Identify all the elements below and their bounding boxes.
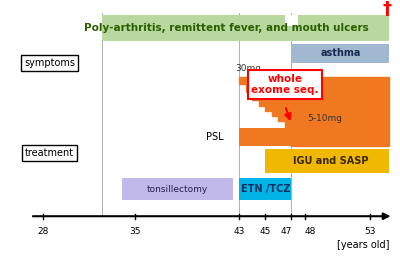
Text: 53: 53 xyxy=(364,227,376,236)
FancyBboxPatch shape xyxy=(239,128,390,146)
Text: tonsillectomy: tonsillectomy xyxy=(146,185,208,194)
Text: 35: 35 xyxy=(129,227,140,236)
FancyBboxPatch shape xyxy=(122,178,233,200)
Text: ETN /TCZ: ETN /TCZ xyxy=(240,184,290,194)
Text: asthma: asthma xyxy=(320,48,361,58)
Text: 43: 43 xyxy=(234,227,245,236)
Text: 28: 28 xyxy=(38,227,49,236)
FancyBboxPatch shape xyxy=(285,15,298,26)
FancyBboxPatch shape xyxy=(239,178,292,200)
Text: 30mg: 30mg xyxy=(235,63,261,73)
Text: 48: 48 xyxy=(304,227,316,236)
Text: symptoms: symptoms xyxy=(24,58,75,68)
Text: whole
exome seq.: whole exome seq. xyxy=(251,74,319,95)
Text: 45: 45 xyxy=(260,227,271,236)
Text: 47: 47 xyxy=(280,227,292,236)
FancyBboxPatch shape xyxy=(102,15,390,41)
Text: IGU and SASP: IGU and SASP xyxy=(293,156,368,166)
FancyBboxPatch shape xyxy=(292,44,390,63)
Polygon shape xyxy=(239,76,390,146)
Text: [years old]: [years old] xyxy=(337,240,390,250)
Text: PSL: PSL xyxy=(206,132,224,142)
Text: treatment: treatment xyxy=(25,148,74,158)
Text: †: † xyxy=(382,0,391,18)
FancyBboxPatch shape xyxy=(265,149,390,173)
Text: Poly-arthritis, remittent fever, and mouth ulcers: Poly-arthritis, remittent fever, and mou… xyxy=(84,23,368,33)
Text: 5-10mg: 5-10mg xyxy=(307,114,342,123)
